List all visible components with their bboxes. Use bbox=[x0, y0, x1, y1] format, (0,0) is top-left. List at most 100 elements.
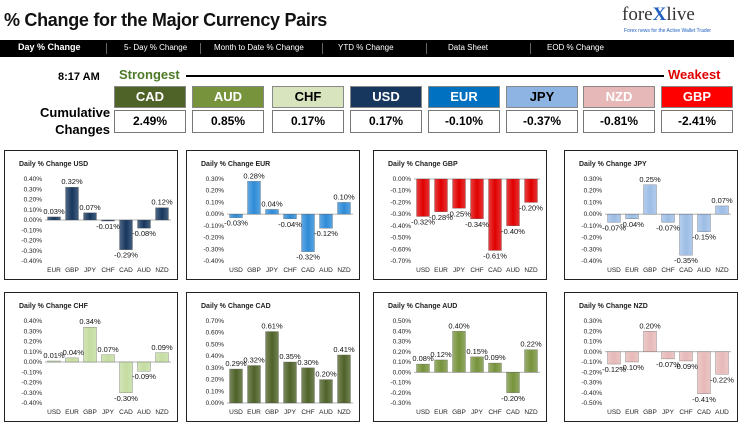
bar-usd bbox=[229, 368, 243, 404]
bar-aud bbox=[137, 361, 151, 372]
strongest-label: Strongest bbox=[119, 67, 180, 82]
category-label: AUD bbox=[137, 409, 151, 416]
data-label: -0.15% bbox=[692, 233, 716, 242]
bar-gbp bbox=[83, 327, 97, 363]
chart-usd: 0.40% 0.30% 0.20% 0.10% 0.00% -0.10% -0.20% -0.… bbox=[4, 150, 178, 280]
cumulative-value-aud: 0.85% bbox=[192, 110, 264, 133]
y-tick-label: 0.10% bbox=[584, 199, 603, 206]
category-label: NZD bbox=[524, 267, 538, 274]
bar-gbp bbox=[65, 187, 79, 221]
y-tick-label: -0.30% bbox=[581, 380, 602, 387]
y-tick-label: 0.40% bbox=[24, 318, 43, 325]
data-label: -0.04% bbox=[620, 220, 644, 229]
nav-data-sheet[interactable]: Data Sheet bbox=[448, 43, 489, 52]
data-label: -0.12% bbox=[602, 365, 626, 374]
cumulative-label-line2: Changes bbox=[55, 122, 110, 137]
category-label: NZD bbox=[337, 409, 351, 416]
y-tick-label: -0.30% bbox=[390, 211, 411, 218]
category-label: EUR bbox=[625, 409, 639, 416]
bar-chf bbox=[488, 362, 502, 373]
category-label: JPY bbox=[453, 267, 466, 274]
y-tick-label: 0.20% bbox=[206, 377, 225, 384]
category-label: GBP bbox=[643, 267, 657, 274]
nav-eod-change[interactable]: EOD % Change bbox=[547, 43, 604, 52]
y-tick-label: -0.20% bbox=[581, 235, 602, 242]
bar-usd bbox=[607, 213, 621, 223]
category-label: JPY bbox=[84, 267, 97, 274]
page-header: % Change for the Major Currency Pairs fo… bbox=[0, 0, 749, 40]
bar-gbp bbox=[643, 331, 657, 352]
bar-nzd bbox=[524, 349, 538, 373]
bar-nzd bbox=[524, 178, 538, 203]
nav-day-change[interactable]: Day % Change bbox=[18, 42, 81, 52]
y-tick-label: 0.00% bbox=[584, 349, 603, 356]
category-label: USD bbox=[47, 409, 61, 416]
y-tick-label: -0.40% bbox=[203, 258, 224, 265]
y-tick-label: -0.20% bbox=[203, 235, 224, 242]
forexlive-logo[interactable]: foreXlive Forex news for the Active Wall… bbox=[622, 4, 742, 38]
category-label: NZD bbox=[715, 267, 729, 274]
chart-svg: 0.00% -0.10% -0.20% -0.30% -0.40% -0.50% -0.60… bbox=[390, 176, 543, 274]
category-label: JPY bbox=[284, 409, 297, 416]
bar-aud bbox=[715, 351, 729, 375]
chart-title: Daily % Change CAD bbox=[201, 303, 271, 310]
nav-separator bbox=[530, 43, 531, 54]
bar-aud bbox=[319, 379, 333, 404]
data-label: -0.08% bbox=[132, 229, 156, 238]
cumulative-value-cad: 2.49% bbox=[114, 110, 186, 133]
bar-aud bbox=[137, 219, 151, 229]
nav-5day-change[interactable]: 5- Day % Change bbox=[124, 43, 188, 52]
chart-svg: 0.30%0.20%0.10%0.00%-0.10%-0.20%-0.30%-0… bbox=[581, 318, 734, 416]
data-label: 0.15% bbox=[466, 347, 488, 356]
category-label: NZD bbox=[337, 267, 351, 274]
data-label: -0.01% bbox=[96, 222, 120, 231]
category-label: EUR bbox=[65, 409, 79, 416]
currency-box-cad: CAD bbox=[114, 86, 186, 108]
data-label: -0.09% bbox=[132, 372, 156, 381]
cumulative-changes-label: Cumulative Changes bbox=[40, 104, 110, 138]
data-label: -0.32% bbox=[411, 217, 435, 226]
category-label: CAD bbox=[119, 409, 133, 416]
y-tick-label: -0.30% bbox=[581, 246, 602, 253]
nav-separator bbox=[426, 43, 427, 54]
y-tick-label: 0.00% bbox=[584, 211, 603, 218]
y-tick-label: 0.00% bbox=[393, 369, 412, 376]
data-label: -0.30% bbox=[114, 394, 138, 403]
bar-chf bbox=[470, 178, 484, 219]
nav-separator bbox=[322, 43, 323, 54]
y-tick-label: -0.70% bbox=[390, 258, 411, 265]
data-label: -0.04% bbox=[60, 348, 84, 357]
data-label: -0.61% bbox=[483, 251, 507, 260]
bar-eur bbox=[434, 178, 448, 212]
y-tick-label: 0.40% bbox=[393, 328, 412, 335]
category-label: GBP bbox=[65, 267, 79, 274]
y-tick-label: -0.30% bbox=[21, 390, 42, 397]
ranking-line bbox=[186, 75, 664, 77]
y-tick-label: -0.40% bbox=[390, 223, 411, 230]
bar-cad bbox=[301, 213, 315, 252]
currency-box-eur: EUR bbox=[428, 86, 500, 108]
currency-box-aud: AUD bbox=[192, 86, 264, 108]
y-tick-label: 0.00% bbox=[206, 211, 225, 218]
y-tick-label: 0.20% bbox=[584, 328, 603, 335]
nav-ytd-change[interactable]: YTD % Change bbox=[338, 43, 394, 52]
category-label: AUD bbox=[506, 267, 520, 274]
y-tick-label: -0.60% bbox=[390, 246, 411, 253]
data-label: 0.32% bbox=[243, 356, 265, 365]
bar-jpy bbox=[83, 212, 97, 221]
y-tick-label: 0.00% bbox=[393, 176, 412, 183]
y-tick-label: 0.30% bbox=[206, 176, 225, 183]
bar-aud bbox=[319, 213, 333, 229]
y-tick-label: 0.40% bbox=[24, 176, 43, 183]
y-tick-label: -0.10% bbox=[390, 188, 411, 195]
y-tick-label: -0.10% bbox=[390, 380, 411, 387]
bar-chf bbox=[301, 367, 315, 404]
chart-title: Daily % Change GBP bbox=[388, 161, 458, 168]
category-label: CHF bbox=[488, 409, 501, 416]
data-label: 0.22% bbox=[520, 340, 542, 349]
y-tick-label: -0.20% bbox=[581, 369, 602, 376]
data-label: 0.28% bbox=[243, 171, 265, 180]
chart-title: Daily % Change NZD bbox=[579, 303, 648, 310]
y-tick-label: 0.30% bbox=[584, 176, 603, 183]
nav-month-to-date-change[interactable]: Month to Date % Change bbox=[214, 43, 304, 52]
